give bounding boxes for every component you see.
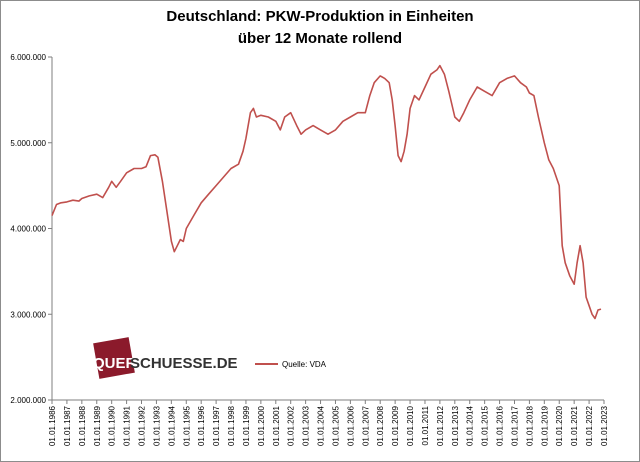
x-tick-label: 01.01.2020 <box>555 405 564 446</box>
x-tick-label: 01.01.2006 <box>346 405 355 446</box>
axes <box>51 57 604 401</box>
x-tick-label: 01.01.1992 <box>138 405 147 446</box>
x-tick-label: 01.01.1998 <box>227 405 236 446</box>
x-tick-label: 01.01.2021 <box>570 405 579 446</box>
x-tick-label: 01.01.2004 <box>317 405 326 446</box>
x-tick-label: 01.01.2017 <box>510 405 519 446</box>
x-tick-label: 01.01.1995 <box>182 405 191 446</box>
x-tick-label: 01.01.2014 <box>466 405 475 446</box>
x-tick-label: 01.01.2022 <box>585 405 594 446</box>
x-tick-label: 01.01.1990 <box>108 405 117 446</box>
x-tick-label: 01.01.2013 <box>451 405 460 446</box>
x-tick-label: 01.01.1999 <box>242 405 251 446</box>
x-tick-label: 01.01.1993 <box>152 405 161 446</box>
series-line <box>51 64 602 320</box>
x-tick-label: 01.01.2005 <box>331 405 340 446</box>
x-tick-label: 01.01.2008 <box>376 405 385 446</box>
y-tick-label: 2.000.000 <box>10 396 46 405</box>
x-tick-label: 01.01.1986 <box>48 405 57 446</box>
x-tick-label: 01.01.2003 <box>302 405 311 446</box>
x-tick-label: 01.01.2000 <box>257 405 266 446</box>
x-tick-label: 01.01.2010 <box>406 405 415 446</box>
x-tick-label: 01.01.2018 <box>525 405 534 446</box>
querschuesse-logo: QUER SCHUESSE.DE <box>93 337 238 379</box>
x-tick-label: 01.01.2009 <box>391 405 400 446</box>
series-group <box>51 64 602 320</box>
x-tick-label: 01.01.1997 <box>212 405 221 446</box>
logo-text-boxed: QUER <box>93 355 137 372</box>
legend: Quelle: VDA <box>255 360 327 369</box>
x-tick-label: 01.01.1991 <box>123 405 132 446</box>
x-tick-label: 01.01.2012 <box>436 405 445 446</box>
x-tick-label: 01.01.2015 <box>481 405 490 446</box>
chart-title: Deutschland: PKW-Produktion in Einheiten <box>166 8 474 25</box>
y-tick-label: 6.000.000 <box>10 53 46 62</box>
x-axis-ticks: 01.01.1986 01.01.1987 01.01.1988 01.01.1989… <box>48 400 609 446</box>
x-tick-label: 01.01.1996 <box>197 405 206 446</box>
x-tick-label: 01.01.2007 <box>361 405 370 446</box>
legend-label: Quelle: VDA <box>282 360 327 369</box>
x-tick-label: 01.01.2001 <box>272 405 281 446</box>
x-tick-label: 01.01.1987 <box>63 405 72 446</box>
y-axis-ticks: 6.000.000 5.000.000 4.000.000 3.000.000 2.00… <box>10 53 52 405</box>
x-tick-label: 01.01.1989 <box>93 405 102 446</box>
x-tick-label: 01.01.2002 <box>287 405 296 446</box>
x-tick-label: 01.01.1988 <box>78 405 87 446</box>
x-tick-label: 01.01.2011 <box>421 405 430 445</box>
x-tick-label: 01.01.2019 <box>540 405 549 446</box>
chart-subtitle: über 12 Monate rollend <box>237 30 403 47</box>
logo-text-rest: SCHUESSE.DE <box>130 355 238 372</box>
x-tick-label: 01.01.2023 <box>600 405 609 446</box>
y-tick-label: 4.000.000 <box>10 225 46 234</box>
x-tick-label: 01.01.2016 <box>496 405 505 446</box>
x-tick-label: 01.01.1994 <box>167 405 176 446</box>
y-tick-label: 3.000.000 <box>10 310 46 319</box>
y-tick-label: 5.000.000 <box>10 139 46 148</box>
logo-square <box>93 337 135 379</box>
